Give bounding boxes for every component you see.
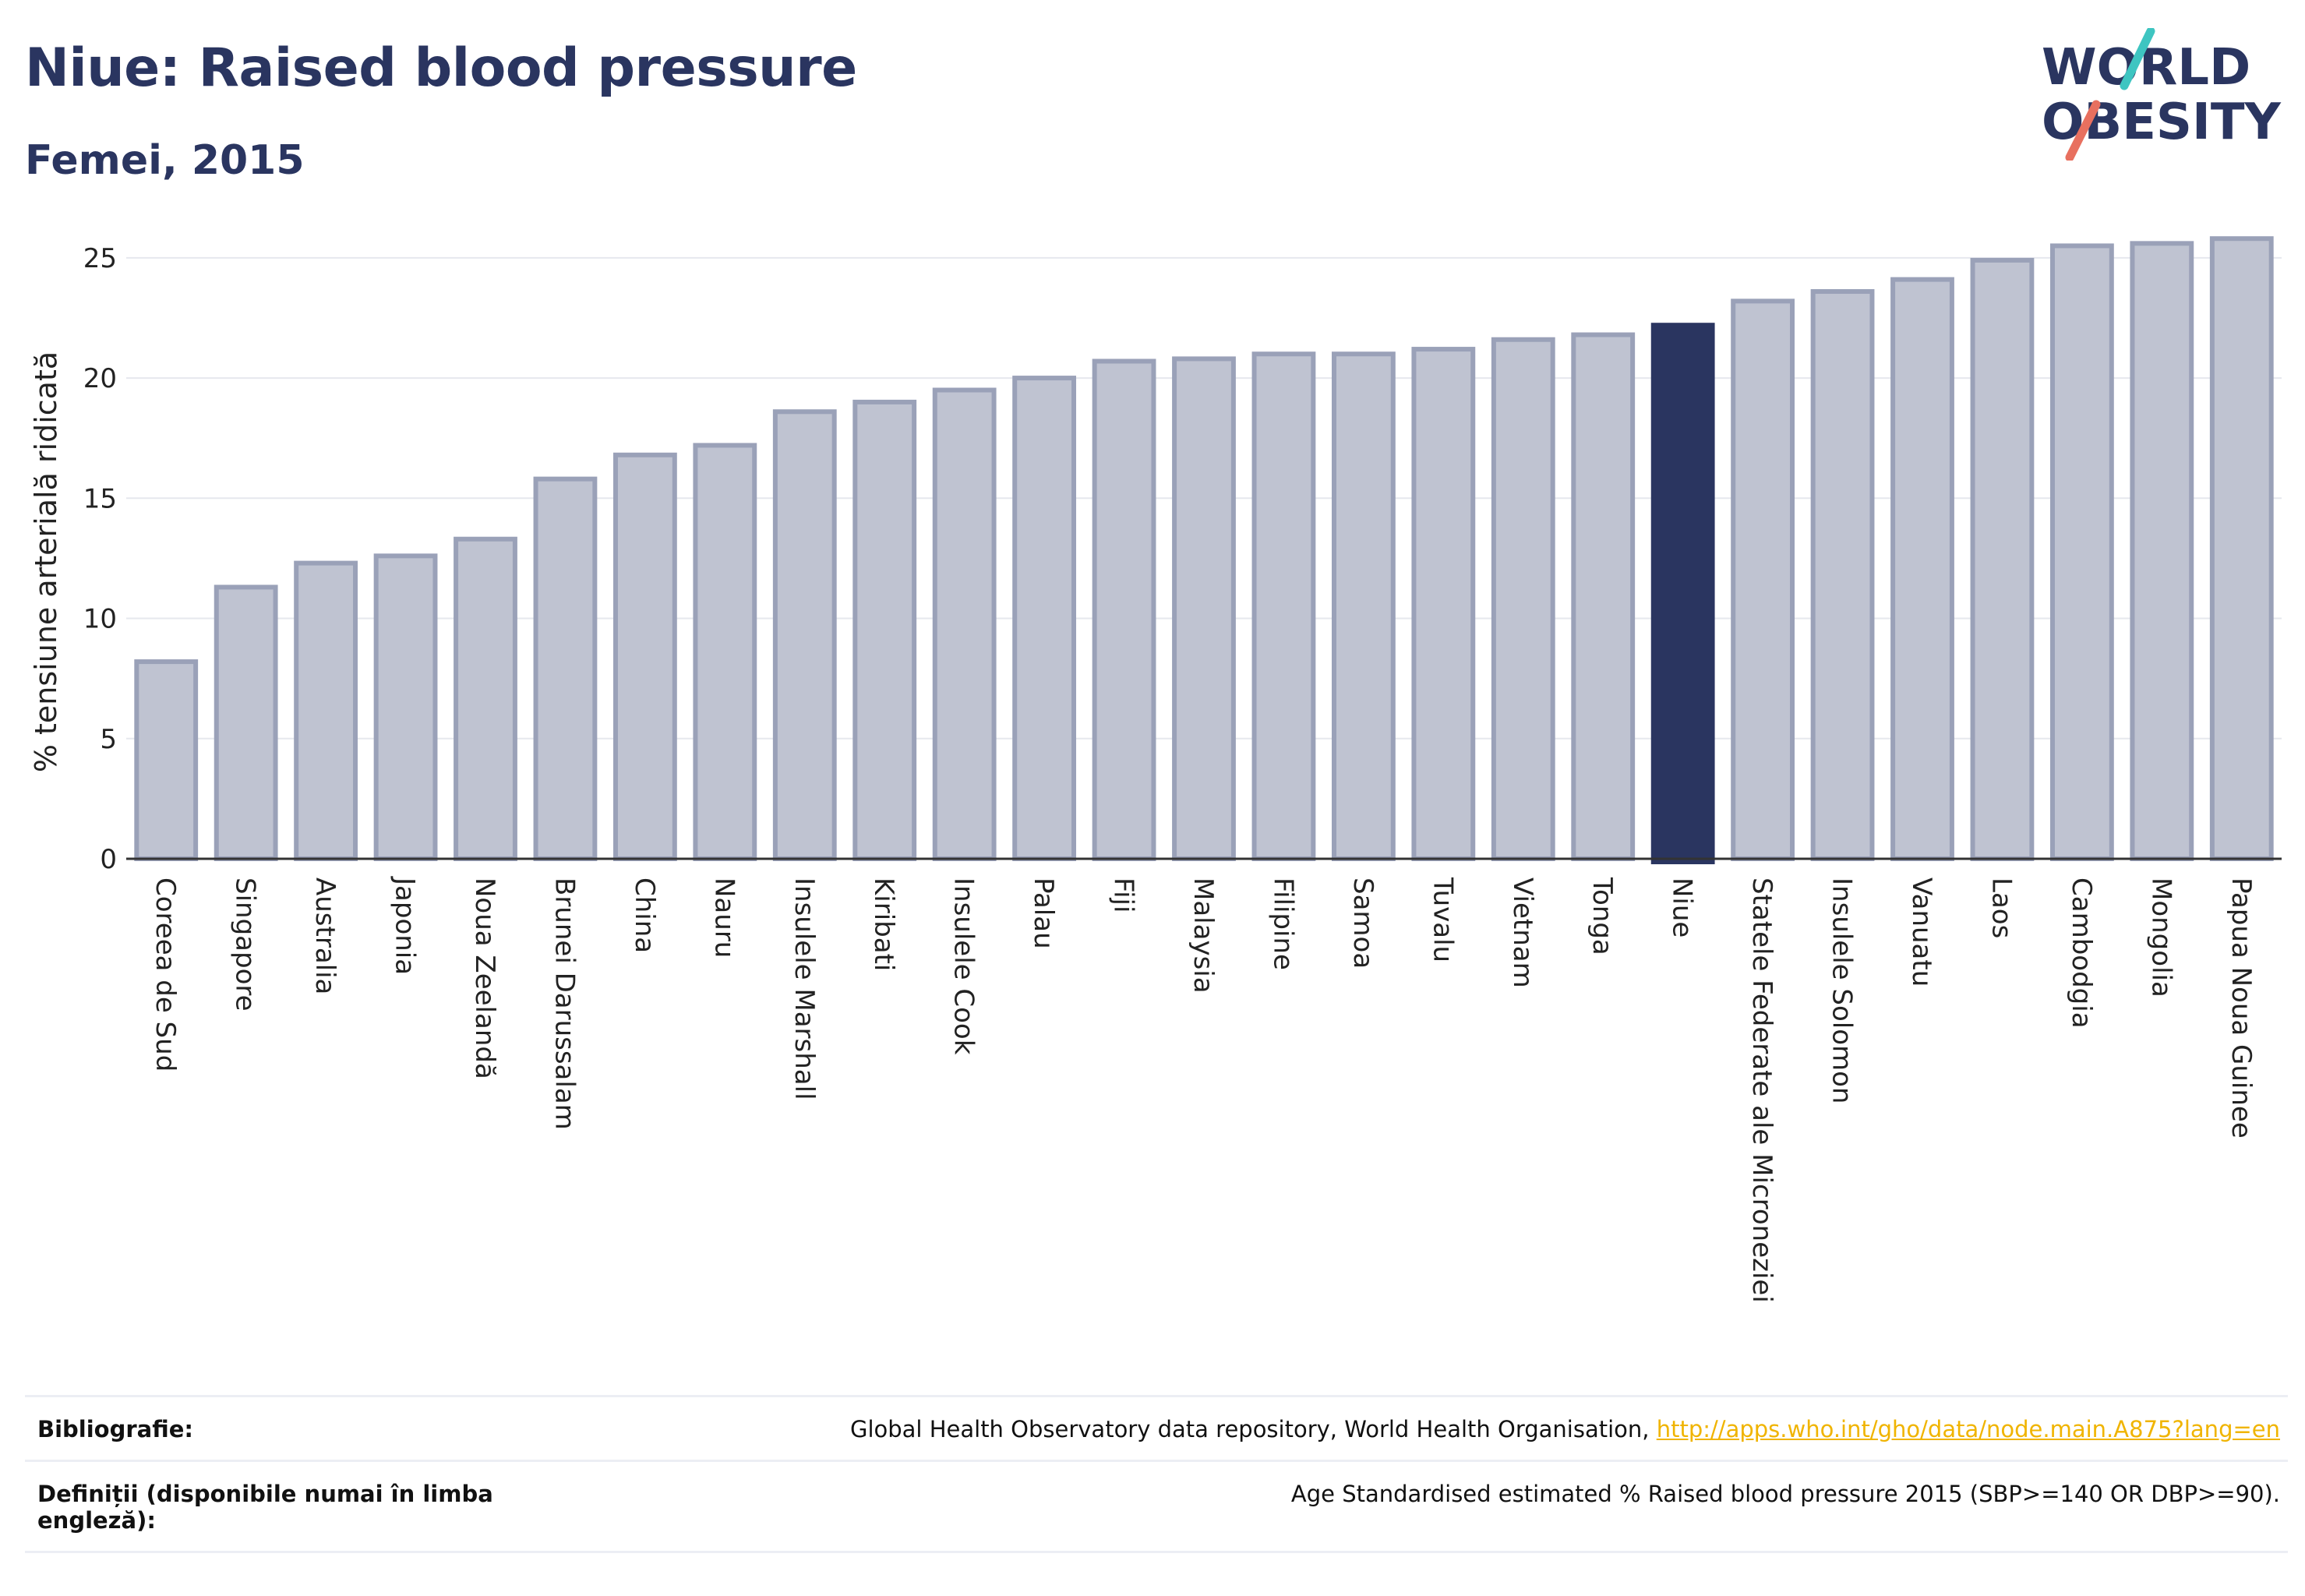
bar [1650, 323, 1715, 864]
bibliography-value: Global Health Observatory data repositor… [544, 1395, 2288, 1461]
bar [612, 452, 677, 861]
x-tick-label: Palau [1028, 877, 1059, 949]
definitions-label: Definiții (disponibile numai în limba en… [25, 1460, 544, 1553]
x-tick-label: Tuvalu [1427, 877, 1458, 962]
x-tick-label: China [629, 877, 660, 953]
x-tick-label: Tonga [1587, 877, 1618, 955]
bar [932, 387, 997, 861]
x-tick-label: Mongolia [2145, 877, 2176, 998]
bar [294, 560, 358, 861]
definitions-row: Definiții (disponibile numai în limba en… [25, 1460, 2288, 1553]
bar [1251, 351, 1316, 861]
logo-slash-coral [2065, 100, 2101, 161]
x-tick-label: Insulele Solomon [1827, 877, 1858, 1103]
x-tick-label: Nauru [708, 877, 740, 958]
bar-chart: 0 5 10 15 20 25 % tensiune arterială ridicată C… [29, 236, 2282, 1303]
x-tick-label: Cambodgia [2066, 877, 2097, 1029]
bibliography-text: Global Health Observatory data repositor… [849, 1416, 1657, 1442]
x-tick-label: Noua Zeelandă [469, 877, 500, 1079]
x-tick-label: Insulele Cook [948, 877, 980, 1055]
bibliography-row: Bibliografie: Global Health Observatory … [25, 1395, 2288, 1461]
bar [2049, 243, 2114, 861]
bar [1092, 358, 1156, 861]
bar [373, 553, 438, 861]
x-tick-label: Laos [1986, 877, 2017, 938]
bar [852, 399, 917, 861]
x-tick-label: Singapore [230, 877, 261, 1012]
y-tick-label: 10 [83, 604, 117, 635]
x-tick-label: Samoa [1347, 877, 1378, 969]
bibliography-label: Bibliografie: [25, 1395, 544, 1461]
x-tick-label: Kiribati [868, 877, 899, 971]
bar [1331, 351, 1396, 861]
y-tick-label: 15 [83, 483, 117, 514]
x-tick-label: Insulele Marshall [789, 877, 820, 1100]
bar [1970, 257, 2035, 861]
y-axis-title: % tensiune arterială ridicată [29, 351, 63, 772]
bar [454, 536, 517, 861]
bar [2209, 236, 2274, 861]
x-tick-label: Statele Federate ale Microneziei [1746, 877, 1777, 1303]
chart-subtitle: Femei, 2015 [25, 137, 305, 184]
bar [1810, 289, 1875, 861]
bar [1411, 347, 1476, 861]
bar [1012, 376, 1077, 862]
logo-slash-teal [2120, 28, 2155, 90]
bar [134, 659, 199, 861]
bar [1172, 356, 1236, 861]
x-tick-label: Filipine [1267, 877, 1298, 970]
x-tick-label: Australia [309, 877, 341, 994]
world-obesity-logo: WORLD OBESITY [2042, 28, 2281, 161]
bar [1491, 337, 1555, 861]
bar [1571, 332, 1636, 861]
bibliography-link[interactable]: http://apps.who.int/gho/data/node.main.A… [1656, 1416, 2280, 1442]
chart-title: Niue: Raised blood pressure [25, 37, 857, 99]
x-tick-label: Japonia [390, 876, 421, 975]
bar [2130, 241, 2194, 862]
x-tick-label: Papua Noua Guinee [2226, 877, 2257, 1139]
x-tick-label: Vietnam [1507, 877, 1538, 988]
x-tick-label: Vanuatu [1906, 877, 1937, 987]
y-tick-label: 0 [100, 844, 117, 875]
chart-footer: Bibliografie: Global Health Observatory … [25, 1395, 2288, 1553]
bar [533, 476, 598, 862]
x-tick-label: Fiji [1108, 877, 1139, 913]
bar [693, 443, 757, 861]
x-tick-label: Brunei Darussalam [549, 877, 580, 1130]
x-tick-label: Coreea de Sud [150, 877, 181, 1072]
x-tick-label: Malaysia [1188, 877, 1219, 994]
y-tick-label: 25 [83, 243, 117, 274]
definitions-text: Age Standardised estimated % Raised bloo… [544, 1460, 2288, 1553]
y-tick-label: 5 [100, 724, 117, 755]
bar [772, 409, 837, 861]
x-tick-label: Niue [1667, 877, 1698, 937]
bar [1731, 298, 1795, 862]
bar [1890, 277, 1954, 862]
bar [214, 584, 278, 861]
y-tick-label: 20 [83, 363, 117, 394]
